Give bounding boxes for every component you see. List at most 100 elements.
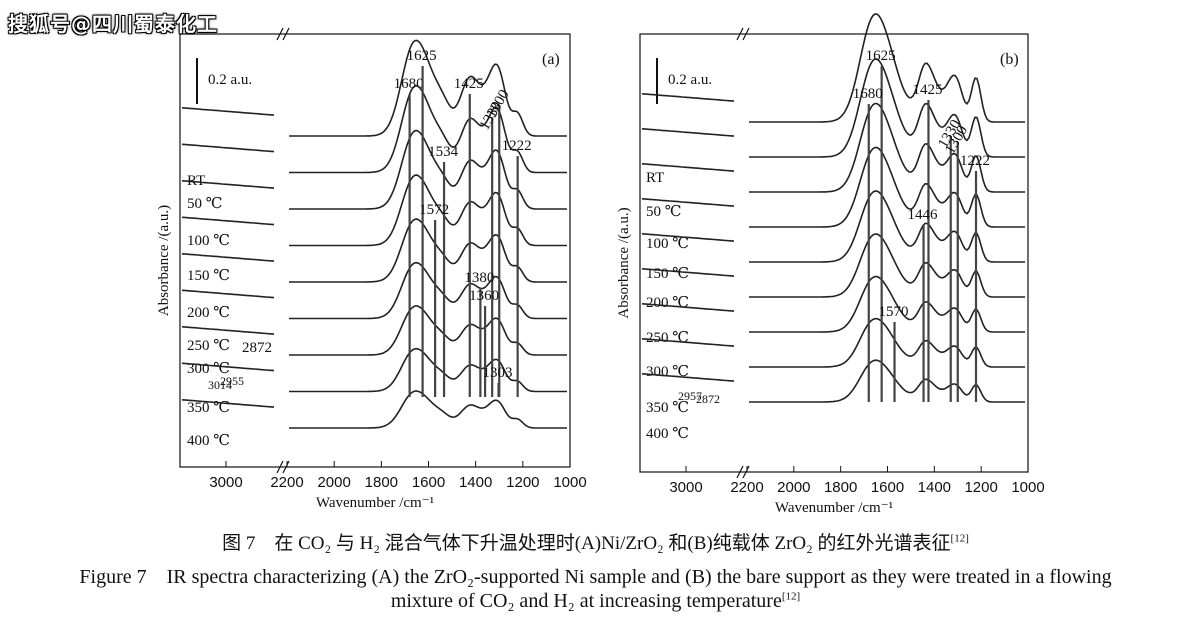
peak-label: 3014: [208, 378, 232, 392]
watermark: 搜狐号@四川蜀泰化工: [8, 12, 218, 36]
peak-label: 1625: [407, 48, 437, 64]
axis-break-mark: [276, 27, 284, 41]
peak-label: 1625: [866, 48, 896, 64]
x-tick-label: 1800: [824, 479, 857, 496]
spectrum-left-segment: [641, 338, 735, 347]
spectrum-line: [749, 275, 1025, 333]
spectrum-line: [749, 13, 1025, 123]
spectrum-line: [749, 190, 1025, 263]
y-axis-label: Absorbance /(a.u.): [616, 207, 632, 318]
axes-frame: [639, 33, 1029, 473]
peak-label: 1570: [879, 304, 909, 320]
caption-english-line1: Figure 7 IR spectra characterizing (A) t…: [79, 566, 1112, 588]
spectrum-left-segment: [181, 143, 275, 153]
spectrum-line: [749, 146, 1025, 228]
x-tick-label: 1000: [553, 474, 586, 491]
spectrum-line: [749, 58, 1025, 158]
x-tick-label: 1600: [871, 479, 904, 496]
peak-label: 1680: [853, 86, 883, 102]
spectrum-left-segment: [641, 198, 735, 207]
series-label: RT: [646, 170, 664, 186]
x-tick-label: 1200: [506, 474, 539, 491]
x-tick-label: 1000: [1011, 479, 1044, 496]
peak-label: 1534: [428, 144, 459, 160]
x-axis-label: Wavenumber /cm⁻¹: [316, 495, 434, 511]
caption-english-line2: mixture of CO₂ and H₂ at increasing temp…: [0, 590, 1191, 613]
spectrum-left-segment: [641, 233, 735, 242]
x-tick-label: 2000: [777, 479, 810, 496]
x-axis-label: Wavenumber /cm⁻¹: [775, 500, 893, 516]
peak-label: 2872: [242, 340, 272, 356]
panel-label: (b): [1000, 51, 1019, 68]
peak-label: 1222: [502, 138, 532, 154]
series-label: 200 ℃: [187, 305, 230, 321]
spectrum-left-segment: [181, 253, 275, 262]
x-tick-label: 1400: [459, 474, 492, 491]
series-label: 150 ℃: [646, 266, 689, 282]
spectrum-left-segment: [641, 303, 735, 312]
caption-chinese: 图 7 在 CO₂ 与 H₂ 混合气体下升温处理时(A)Ni/ZrO₂ 和(B)…: [0, 528, 1191, 555]
series-label: 350 ℃: [187, 400, 230, 416]
panel-label: (a): [542, 51, 560, 68]
x-tick-label: 2200: [730, 479, 763, 496]
spectrum-line: [749, 102, 1025, 193]
spectrum-left-segment: [181, 326, 275, 335]
spectrum-line: [289, 390, 567, 429]
scale-bar-label: 0.2 a.u.: [208, 72, 252, 88]
spectrum-left-segment: [181, 216, 275, 226]
series-label: RT: [187, 173, 205, 189]
series-label: 100 ℃: [187, 233, 230, 249]
spectrum-left-segment: [181, 362, 275, 372]
x-tick-label: 1800: [365, 474, 398, 491]
series-label: 50 ℃: [646, 204, 682, 220]
spectrum-left-segment: [641, 268, 735, 277]
caption-en2-text: mixture of CO₂ and H₂ at increasing temp…: [390, 590, 782, 612]
spectrum-left-segment: [641, 93, 735, 102]
x-tick-label: 1200: [964, 479, 997, 496]
x-tick-label: 2200: [270, 474, 303, 491]
series-label: 250 ℃: [646, 330, 689, 346]
peak-label: 1425: [912, 82, 942, 98]
series-label: 150 ℃: [187, 268, 230, 284]
x-tick-label: 3000: [209, 474, 242, 491]
axis-break-mark: [742, 27, 750, 41]
spectrum-left-segment: [181, 180, 275, 189]
series-label: 250 ℃: [187, 338, 230, 354]
spectrum-line: [289, 129, 567, 210]
spectrum-line: [289, 218, 567, 283]
peak-label: 1303: [483, 365, 513, 381]
caption-en-ref: [12]: [781, 590, 801, 603]
axis-break-mark: [282, 460, 290, 474]
series-label: 400 ℃: [187, 433, 230, 449]
peak-label: 1680: [394, 76, 424, 92]
spectrum-left-segment: [641, 128, 735, 137]
x-tick-label: 2000: [317, 474, 350, 491]
x-tick-label: 1600: [412, 474, 445, 491]
axis-break-mark: [736, 27, 744, 41]
peak-label: 1425: [454, 76, 484, 92]
spectrum-line: [289, 305, 567, 356]
axis-break-mark: [742, 465, 750, 479]
peak-label: 1360: [469, 288, 499, 304]
x-tick-label: 3000: [669, 479, 702, 496]
axis-break-mark: [276, 460, 284, 474]
series-label: 50 ℃: [187, 196, 223, 212]
series-label: 350 ℃: [646, 400, 689, 416]
caption-cn-ref: [12]: [950, 532, 969, 545]
axes-frame: [179, 33, 571, 468]
spectrum-left-segment: [181, 107, 275, 116]
spectrum-line: [289, 261, 567, 320]
peak-label: 1380: [464, 270, 494, 286]
spectrum-line: [749, 233, 1025, 298]
chart-panel-b: (b) 0.2 a.u. 3000 2200 2000 1800 1600 1400 1200 1…: [616, 13, 1045, 516]
spectrum-left-segment: [181, 399, 275, 408]
series-label: 200 ℃: [646, 295, 689, 311]
spectrum-left-segment: [641, 163, 735, 172]
peak-label: 1446: [908, 207, 939, 223]
spectrum-line: [749, 317, 1025, 368]
spectrum-line: [289, 39, 567, 137]
spectrum-line: [289, 174, 567, 247]
peak-label: 2872: [696, 392, 720, 406]
peak-label: 2955: [220, 374, 244, 388]
